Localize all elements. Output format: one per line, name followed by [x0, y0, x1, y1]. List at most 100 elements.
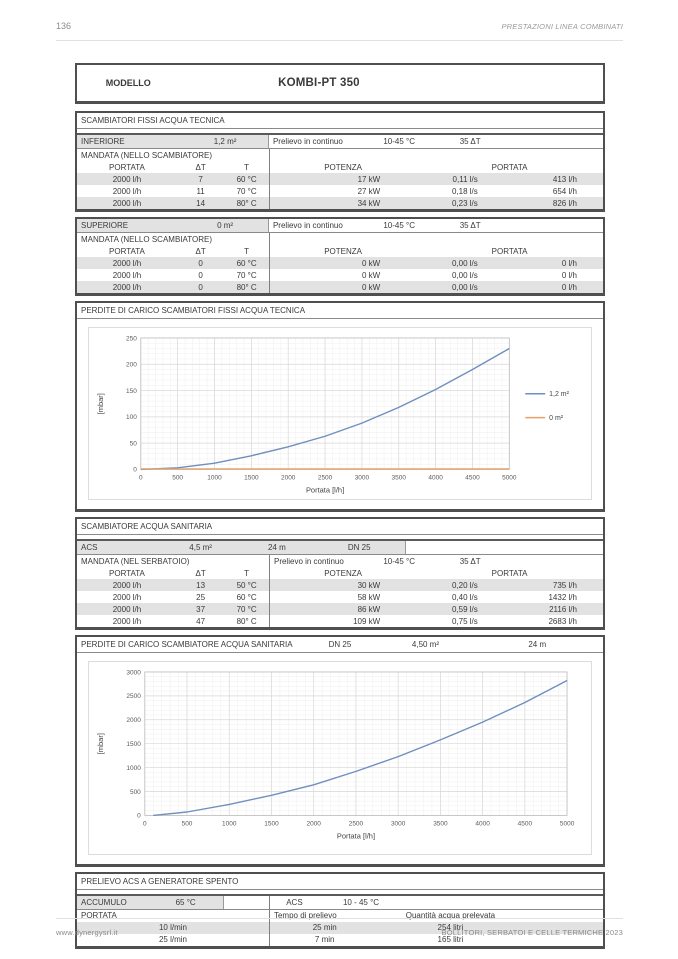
svg-text:2500: 2500: [349, 821, 364, 828]
cell-lh: 654 l/h: [552, 186, 577, 196]
mandata-row: MANDATA (NELLO SCAMBIATORE): [77, 149, 603, 161]
x-axis-title: Portata [l/h]: [337, 832, 375, 841]
chart-title: PERDITE DI CARICO SCAMBIATORE ACQUA SANI…: [81, 640, 293, 650]
table-row: 2000 l/h 37 70 °C 86 kW 0,59 l/s 2116 l/…: [77, 603, 603, 616]
prelievo-range: 10-45 °C: [383, 556, 415, 566]
chart-title: PERDITE DI CARICO SCAMBIATORI FISSI ACQU…: [77, 303, 603, 319]
cell-portata: 2000 l/h: [112, 580, 142, 590]
svg-text:5000: 5000: [560, 821, 575, 828]
col-portata: PORTATA: [81, 911, 117, 921]
x-axis-title: Portata [l/h]: [306, 485, 344, 494]
svg-text:2000: 2000: [281, 474, 296, 481]
acs-label: ACS: [77, 541, 162, 555]
cell-portata: 2000 l/h: [112, 616, 142, 626]
section-title: SCAMBIATORE ACQUA SANITARIA: [77, 519, 603, 536]
accumulo-row: ACCUMULO 65 °C ACS 10 - 45 °C: [77, 895, 603, 910]
section-divider: [77, 890, 603, 896]
cell-portata: 2000 l/h: [112, 270, 142, 280]
col-portata-out: PORTATA: [491, 162, 528, 172]
cell-lh: 2116 l/h: [549, 604, 577, 614]
empty-cell: [268, 233, 361, 245]
cell-t: 80° C: [236, 616, 257, 626]
col-t: T: [244, 568, 250, 578]
cell-lh: 0 l/h: [561, 258, 577, 268]
svg-text:5000: 5000: [502, 474, 517, 481]
prelievo-dt: 35 ΔT: [459, 556, 481, 566]
svg-text:500: 500: [172, 474, 183, 481]
cell-portata: 2000 l/h: [112, 282, 142, 292]
cell-lh: 2683 l/h: [548, 616, 577, 626]
chart-title-row: PERDITE DI CARICO SCAMBIATORE ACQUA SANI…: [77, 637, 603, 654]
acs-info-row: ACS 4,5 m² 24 m DN 25: [77, 541, 603, 556]
accumulo-temp: 65 °C: [148, 895, 225, 909]
cell-tempo: 25 min: [268, 921, 379, 934]
section-prelievo: PRELIEVO ACS A GENERATORE SPENTO ACCUMUL…: [75, 871, 605, 949]
cell-dt: 0: [198, 270, 203, 280]
content-column: MODELLO KOMBI-PT 350 SCAMBIATORI FISSI A…: [75, 63, 605, 954]
model-table: MODELLO KOMBI-PT 350: [75, 63, 605, 104]
y-axis-title: [mbar]: [96, 733, 105, 754]
empty-cell: [437, 233, 503, 245]
cell-portata: 2000 l/h: [112, 186, 142, 196]
cell-ls: 0,20 l/s: [451, 580, 478, 590]
svg-text:4500: 4500: [518, 821, 533, 828]
exchanger-area-value: 1,2 m²: [182, 135, 269, 148]
column-header-row: PORTATA Tempo di prelievo Quantità acqua…: [77, 909, 603, 922]
empty-cell: [521, 910, 603, 922]
prelievo-label: Prelievo in continuo: [272, 137, 343, 146]
footer-url: www.dynergysrl.it: [56, 928, 118, 937]
series-line: [153, 680, 568, 817]
accumulo-label: ACCUMULO: [77, 895, 148, 909]
acs-length: 24 m: [240, 541, 314, 555]
cell-t: 50 °C: [236, 580, 257, 590]
cell-t: 70 °C: [236, 186, 257, 196]
svg-text:250: 250: [126, 335, 137, 342]
cell-t: 70 °C: [236, 604, 257, 614]
table-row: 2000 l/h 0 80° C 0 kW 0,00 l/s 0 l/h: [77, 281, 603, 293]
svg-text:3000: 3000: [355, 474, 370, 481]
prelievo-dt: 35 ΔT: [459, 221, 481, 230]
svg-text:4000: 4000: [475, 821, 490, 828]
cell-potenza: 30 kW: [268, 579, 416, 592]
cell-ls: 0,00 l/s: [451, 270, 478, 280]
svg-text:3000: 3000: [126, 670, 141, 677]
acs-area: 4,5 m²: [161, 541, 241, 555]
table-row: 2000 l/h 13 50 °C 30 kW 0,20 l/s 735 l/h: [77, 579, 603, 592]
cell-dt: 11: [196, 186, 205, 196]
cell-portata: 10 l/min: [158, 923, 187, 933]
col-dt: ΔT: [195, 162, 206, 172]
svg-text:0: 0: [143, 821, 147, 828]
table-row: 25 l/min 7 min 165 litri: [77, 933, 603, 946]
cell-portata: 2000 l/h: [112, 198, 142, 208]
prelievo-label: Prelievo in continuo: [268, 555, 361, 568]
chart-svg: 0 500 1000 1500 2000 2500 3000 3500 4000 4500 5000…: [96, 670, 575, 841]
cell-dt: 13: [196, 580, 206, 590]
cell-t: 80° C: [236, 282, 257, 292]
svg-text:0: 0: [137, 813, 141, 820]
y-axis-title: [mbar]: [96, 393, 105, 414]
svg-text:1000: 1000: [126, 765, 141, 772]
cell-dt: 37: [196, 604, 206, 614]
mandata-row: MANDATA (NELLO SCAMBIATORE): [77, 233, 603, 245]
chart-perdite-fissi: 0 500 1000 1500 2000 2500 3000 3500 4000 4500 5000…: [88, 327, 592, 501]
mandata-label: MANDATA (NEL SERBATOIO): [81, 556, 190, 566]
cell-ls: 0,23 l/s: [451, 198, 478, 208]
col-t: T: [244, 246, 250, 256]
svg-text:1500: 1500: [264, 821, 279, 828]
col-portata: PORTATA: [109, 246, 145, 256]
cell-quantita: 165 litri: [437, 935, 464, 945]
cell-potenza: 86 kW: [268, 603, 416, 616]
cell-t: 70 °C: [236, 270, 257, 280]
svg-text:4000: 4000: [428, 474, 443, 481]
table-row: 2000 l/h 25 60 °C 58 kW 0,40 l/s 1432 l/…: [77, 591, 603, 604]
table-row: 2000 l/h 7 60 °C 17 kW 0,11 l/s 413 l/h: [77, 173, 603, 185]
cell-ls: 0,18 l/s: [451, 186, 478, 196]
table-row: 2000 l/h 47 80° C 109 kW 0,75 l/s 2683 l…: [77, 615, 603, 628]
empty-cell: [361, 149, 437, 161]
empty-cell: [437, 149, 503, 161]
svg-text:1500: 1500: [244, 474, 259, 481]
svg-text:3000: 3000: [391, 821, 406, 828]
header-rule: [56, 40, 623, 41]
col-potenza: POTENZA: [268, 161, 416, 173]
svg-text:4500: 4500: [465, 474, 480, 481]
